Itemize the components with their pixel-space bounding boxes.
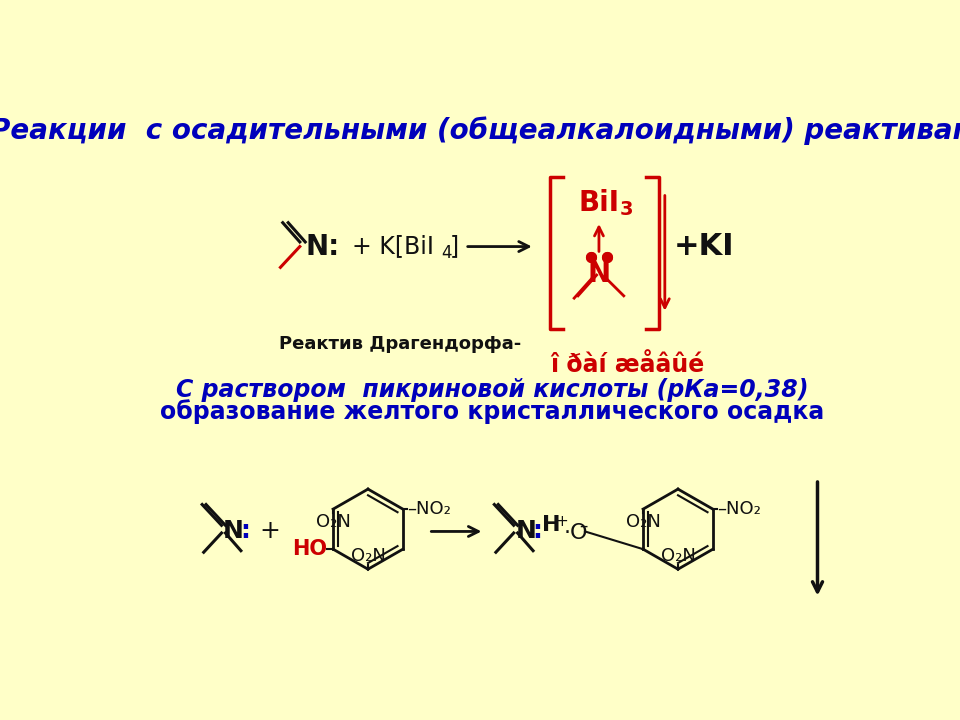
Text: N: N: [223, 519, 244, 544]
Text: O₂N: O₂N: [626, 513, 660, 531]
Text: + K[BiI: + K[BiI: [352, 235, 435, 258]
Text: 4: 4: [442, 243, 452, 261]
Text: С раствором  пикриновой кислоты (рКа=0,38): С раствором пикриновой кислоты (рКа=0,38…: [176, 378, 808, 402]
Text: N: N: [588, 259, 611, 287]
Text: N:: N:: [306, 233, 340, 261]
Text: –NO₂: –NO₂: [407, 500, 450, 518]
Text: O₂N: O₂N: [350, 547, 385, 565]
Text: :: :: [240, 519, 250, 544]
Text: 3: 3: [620, 200, 634, 219]
Text: BiI: BiI: [579, 189, 619, 217]
Text: Реактив Драгендорфа-: Реактив Драгендорфа-: [278, 336, 521, 354]
Text: +: +: [259, 519, 280, 544]
Text: +KI: +KI: [674, 232, 734, 261]
Text: ·O: ·O: [564, 523, 588, 543]
Text: O₂N: O₂N: [316, 513, 350, 531]
Text: N: N: [516, 519, 536, 544]
Text: HO: HO: [292, 539, 327, 559]
Text: –: –: [580, 516, 588, 534]
Text: –NO₂: –NO₂: [717, 500, 760, 518]
Text: H: H: [542, 516, 561, 535]
Text: образование желтого кристаллического осадка: образование желтого кристаллического оса…: [160, 399, 824, 424]
Text: î ðàí æåâûé: î ðàí æåâûé: [550, 353, 705, 377]
Text: Реакции  с осадительными (общеалкалоидными) реактивами: Реакции с осадительными (общеалкалоидным…: [0, 117, 960, 145]
Text: :: :: [532, 519, 542, 544]
Text: +: +: [556, 514, 568, 529]
Text: ]: ]: [450, 235, 459, 258]
Text: O₂N: O₂N: [660, 547, 695, 565]
